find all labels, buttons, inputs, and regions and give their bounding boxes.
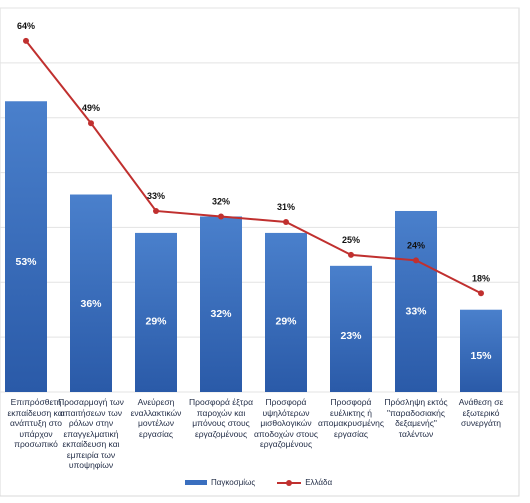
line-value-label: 24%: [407, 240, 425, 250]
bar: [70, 194, 112, 392]
category-label: Προσφορά ευέλικτης ή απομακρυσμένης εργα…: [318, 397, 384, 439]
bar: [135, 232, 177, 392]
line-value-label: 18%: [472, 273, 490, 283]
bar-value-label: 29%: [275, 315, 297, 327]
line-value-label: 64%: [17, 21, 35, 31]
line-point: [478, 290, 484, 297]
category-label: Πρόσληψη εκτός "παραδοσιακής δεξαμενής" …: [384, 397, 448, 439]
category-label: Προσφορά έξτρα παροχών και μπόνους στους…: [189, 397, 253, 439]
line-value-label: 33%: [147, 191, 165, 201]
line-value-label: 31%: [277, 202, 295, 212]
category-label: Προσφορά υψηλότερων μισθολογικών αποδοχώ…: [253, 397, 319, 449]
bar: [460, 309, 502, 392]
category-label: Προσαρμογή των απαιτήσεων των ρόλων στην…: [58, 397, 124, 470]
line-value-labels: 64% 49% 33% 32% 31% 25% 24% 18%: [17, 21, 490, 283]
category-label: Ανεύρεση εναλλακτικών μοντέλων εργασίας: [130, 397, 182, 439]
legend-item-line: Ελλάδα: [277, 478, 332, 487]
bar: [330, 265, 372, 392]
bar-value-label: 36%: [80, 298, 102, 310]
line-point: [283, 218, 289, 225]
bar: [5, 101, 47, 392]
line-point: [153, 207, 159, 214]
line-value-label: 25%: [342, 235, 360, 245]
legend-item-bars: Παγκοσμίως: [185, 478, 255, 487]
bar-value-label: 53%: [15, 256, 37, 268]
bar-value-labels: 53% 36% 29% 32% 29% 23% 33% 15%: [15, 256, 492, 362]
line-value-label: 49%: [82, 103, 100, 113]
line-series: [23, 37, 484, 297]
bar-value-label: 15%: [470, 350, 492, 362]
line-point: [218, 213, 224, 220]
bar: [265, 232, 307, 392]
line-path: [25, 40, 482, 295]
legend-bar-swatch: [185, 480, 207, 485]
line-point: [88, 120, 94, 127]
bar: [395, 210, 437, 392]
legend: Παγκοσμίως Ελλάδα: [185, 478, 332, 487]
legend-label-line: Ελλάδα: [305, 478, 333, 487]
bar-value-label: 29%: [145, 315, 167, 327]
line-value-label: 32%: [212, 196, 230, 206]
bar-value-label: 23%: [340, 330, 362, 342]
legend-label-bars: Παγκοσμίως: [211, 478, 256, 487]
category-label: Επιπρόσθετη εκπαίδευση και ανάπτυξη στο …: [7, 397, 65, 449]
line-point: [348, 251, 354, 258]
bar-value-label: 33%: [405, 306, 427, 318]
legend-line-swatch: [277, 479, 302, 486]
category-label: Ανάθεση σε εξωτερικό συνεργάτη: [458, 397, 504, 428]
line-point: [23, 37, 29, 44]
bar-series: [5, 101, 502, 392]
bar-value-label: 32%: [210, 308, 232, 320]
line-point: [413, 257, 419, 264]
bar: [200, 216, 242, 392]
